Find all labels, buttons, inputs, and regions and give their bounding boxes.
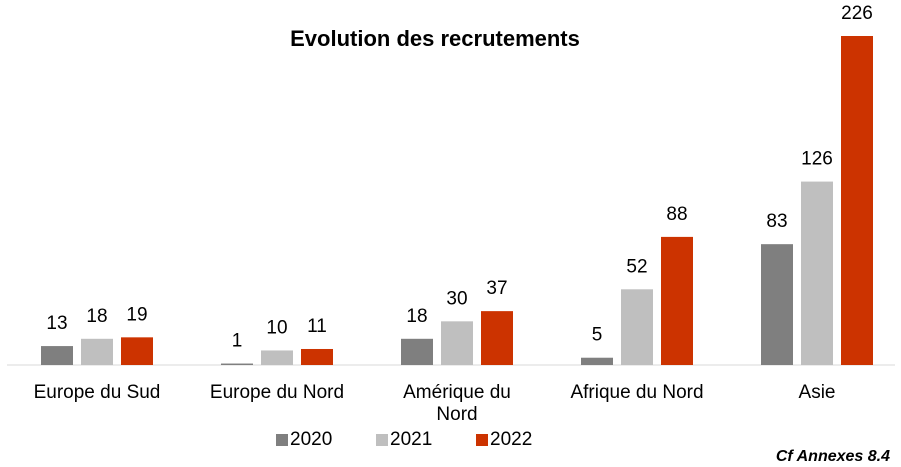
data-label: 1 bbox=[232, 331, 243, 352]
legend-swatch bbox=[276, 434, 288, 446]
bar bbox=[261, 350, 293, 365]
bar bbox=[841, 36, 873, 365]
data-label: 19 bbox=[126, 304, 147, 325]
legend-label: 2020 bbox=[290, 429, 332, 450]
data-label: 126 bbox=[801, 149, 833, 170]
legend-label: 2021 bbox=[390, 429, 432, 450]
data-label: 5 bbox=[592, 325, 603, 346]
data-label: 226 bbox=[841, 3, 873, 24]
bar bbox=[81, 338, 113, 365]
bar bbox=[621, 289, 653, 365]
data-label: 18 bbox=[406, 306, 427, 327]
bar bbox=[481, 311, 513, 365]
footnote: Cf Annexes 8.4 bbox=[776, 448, 890, 465]
bar bbox=[581, 357, 613, 365]
x-label-box: Afrique du Nord bbox=[570, 382, 704, 403]
data-label: 83 bbox=[766, 211, 787, 232]
bar bbox=[121, 337, 153, 365]
x-label-box: Amérique du Nord bbox=[403, 382, 511, 425]
data-label: 10 bbox=[266, 317, 287, 338]
bar bbox=[41, 346, 73, 365]
data-label: 88 bbox=[666, 204, 687, 225]
bar bbox=[661, 236, 693, 365]
data-label: 52 bbox=[626, 256, 647, 277]
legend-label: 2022 bbox=[490, 429, 532, 450]
bar bbox=[401, 338, 433, 365]
bar bbox=[301, 348, 333, 365]
x-tick-label: Europe du Sud bbox=[33, 382, 161, 403]
data-label: 18 bbox=[86, 306, 107, 327]
x-tick-label: Afrique du Nord bbox=[570, 382, 704, 403]
x-label-box: Europe du Nord bbox=[209, 382, 345, 403]
x-label-box: Asie bbox=[798, 382, 836, 403]
x-tick-label: Europe du Nord bbox=[209, 382, 345, 403]
bar bbox=[221, 363, 253, 365]
x-tick-label: Amérique du Nord bbox=[403, 382, 511, 425]
legend-swatch bbox=[476, 434, 488, 446]
data-label: 30 bbox=[446, 288, 467, 309]
data-label: 13 bbox=[46, 313, 67, 334]
bar bbox=[441, 321, 473, 365]
chart-title: Evolution des recrutements bbox=[290, 26, 580, 51]
bar bbox=[801, 181, 833, 365]
x-tick-label: Asie bbox=[798, 382, 836, 403]
data-label: 37 bbox=[486, 278, 507, 299]
bar bbox=[761, 244, 793, 365]
x-label-box: Europe du Sud bbox=[33, 382, 161, 403]
legend-swatch bbox=[376, 434, 388, 446]
data-label: 11 bbox=[307, 316, 327, 337]
